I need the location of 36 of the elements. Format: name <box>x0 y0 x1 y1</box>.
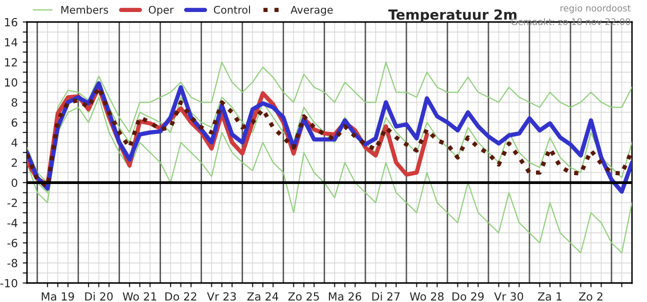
y-tick-label: 16 <box>5 18 18 26</box>
y-tick-label: 14 <box>5 38 18 46</box>
line-series <box>27 96 632 254</box>
x-tick-label: Di 20 <box>85 292 113 301</box>
x-tick-label: Wo 21 <box>122 292 156 301</box>
y-tick-label: -2 <box>7 198 17 207</box>
y-tick-label: 4 <box>11 138 18 147</box>
x-tick-label: Zo 2 <box>578 292 602 301</box>
annotation: Gemaakt: zo 18 nov 22:00 <box>511 18 630 26</box>
legend-label: Average <box>290 6 333 16</box>
legend-label: Control <box>214 6 250 14</box>
y-tick-label: 6 <box>12 118 18 127</box>
legend-label: Oper <box>148 6 174 16</box>
legend-label: Members <box>61 6 108 14</box>
x-tick-label: Do 22 <box>165 292 196 301</box>
y-tick-label: 0 <box>12 178 18 187</box>
x-tick-label: Wo 28 <box>410 292 444 301</box>
x-tick-label: Vr 23 <box>207 292 236 301</box>
y-tick-label: 10 <box>5 78 18 87</box>
y-tick-label: -6 <box>7 238 18 248</box>
line-series <box>27 62 632 184</box>
x-tick-label: Ma 19 <box>42 292 74 301</box>
x-tick-label: Za 24 <box>247 292 278 301</box>
x-tick-label: Do 29 <box>452 292 484 301</box>
y-tick-label: -4 <box>7 218 18 227</box>
y-tick-label: 2 <box>12 158 17 167</box>
x-tick-label: Vr 30 <box>494 292 524 301</box>
y-tick-label: 12 <box>5 58 17 66</box>
x-tick-label: Za 1 <box>538 292 562 301</box>
x-tick-label: Zo 25 <box>288 292 319 301</box>
y-tick-label: -10 <box>0 278 18 288</box>
y-tick-label: -8 <box>7 258 18 268</box>
x-tick-label: Ma 26 <box>328 292 362 301</box>
text: regio noordoost <box>560 4 631 14</box>
y-tick-label: 8 <box>12 98 18 107</box>
x-tick-label: Di 27 <box>372 292 400 300</box>
